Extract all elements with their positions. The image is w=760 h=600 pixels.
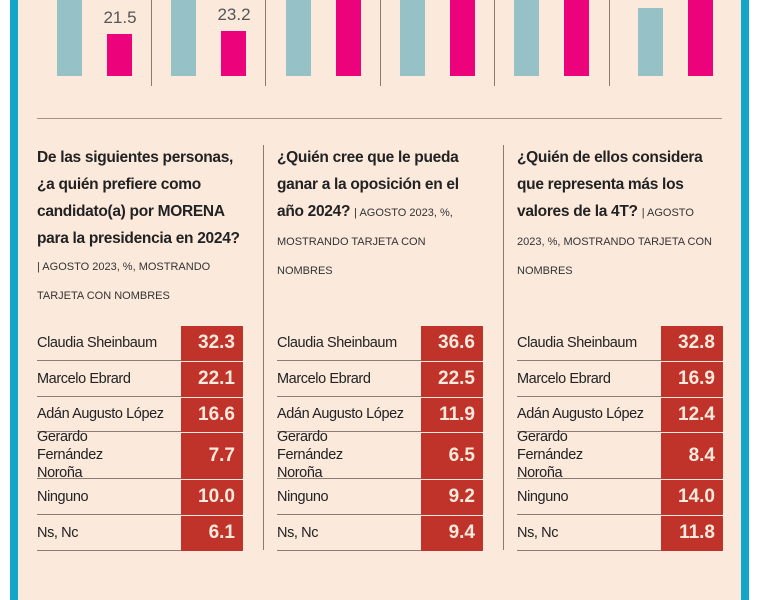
group-divider — [151, 0, 152, 86]
table-row: Adán Augusto López 12.4 — [517, 397, 723, 432]
bar — [286, 0, 311, 76]
candidate-name: Ninguno — [277, 488, 329, 505]
table-row: Ninguno 10.0 — [37, 479, 243, 515]
bar-value-label: 23.2 — [217, 4, 251, 24]
percentage-value: 11.9 — [421, 397, 483, 432]
bar — [107, 34, 132, 76]
question-note: | AGOSTO 2023, %, MOSTRANDO TARJETA CON … — [517, 207, 712, 277]
candidate-name: Adán Augusto López — [517, 406, 644, 422]
right-border — [741, 0, 749, 600]
survey-panel: De las siguientes personas, ¿a quién pre… — [37, 144, 243, 551]
table-row: Ninguno 9.2 — [277, 479, 483, 515]
candidate-name: Ns, Nc — [37, 524, 79, 541]
table-row: Claudia Sheinbaum 36.6 — [277, 325, 483, 361]
percentage-value: 14.0 — [661, 479, 723, 515]
survey-panel: ¿Quién cree que le pueda ganar a la opos… — [277, 144, 483, 551]
bar — [221, 30, 246, 76]
bar — [57, 0, 82, 76]
percentage-value: 32.3 — [181, 325, 243, 361]
candidate-name: Ns, Nc — [517, 524, 559, 541]
percentage-value: 22.1 — [181, 361, 243, 397]
table-row: Ns, Nc 9.4 — [277, 515, 483, 551]
percentage-value: 32.8 — [661, 325, 723, 361]
percentage-value: 10.0 — [181, 479, 243, 515]
question-note: | AGOSTO 2023, %, MOSTRANDO TARJETA CON … — [277, 207, 453, 277]
results-table: Claudia Sheinbaum 36.6 Marcelo Ebrard 22.5 A… — [277, 325, 483, 551]
survey-panel: ¿Quién de ellos considera que representa… — [517, 144, 723, 551]
percentage-value: 6.1 — [181, 515, 243, 551]
question-note: | AGOSTO 2023, %, MOSTRANDO TARJETA CON … — [37, 261, 211, 302]
percentage-value: 16.9 — [661, 361, 723, 397]
percentage-value: 9.2 — [421, 479, 483, 515]
candidate-name: Claudia Sheinbaum — [37, 334, 157, 351]
candidate-name: Marcelo Ebrard — [517, 370, 611, 387]
question-text: ¿Quién de ellos considera que representa… — [517, 149, 703, 220]
table-row: Marcelo Ebrard 22.5 — [277, 361, 483, 397]
column-divider — [503, 145, 504, 550]
question: ¿Quién de ellos considera que representa… — [517, 144, 723, 285]
bar-value-label: 21.5 — [103, 8, 137, 27]
percentage-value: 9.4 — [421, 515, 483, 551]
question: De las siguientes personas, ¿a quién pre… — [37, 144, 243, 310]
bar — [514, 0, 539, 76]
question-text: ¿Quién cree que le pueda ganar a la opos… — [277, 149, 459, 220]
bar — [638, 8, 663, 76]
table-row: Ns, Nc 11.8 — [517, 515, 723, 551]
candidate-name: Gerardo Fernández Noroña — [517, 429, 583, 481]
bar — [688, 0, 713, 76]
candidate-name: Claudia Sheinbaum — [277, 334, 397, 351]
outer-margin — [0, 0, 10, 600]
candidate-name: Claudia Sheinbaum — [517, 334, 637, 351]
outer-margin — [749, 0, 760, 600]
table-row: Adán Augusto López 16.6 — [37, 397, 243, 432]
bar — [564, 0, 589, 76]
percentage-value: 11.8 — [661, 515, 723, 551]
table-row: Ns, Nc 6.1 — [37, 515, 243, 551]
candidate-name: Marcelo Ebrard — [37, 370, 131, 387]
column-divider — [263, 145, 264, 550]
table-row: Adán Augusto López 11.9 — [277, 397, 483, 432]
percentage-value: 12.4 — [661, 397, 723, 432]
candidate-name: Adán Augusto López — [277, 406, 404, 422]
bar — [400, 0, 425, 76]
table-row: Marcelo Ebrard 22.1 — [37, 361, 243, 397]
percentage-value: 7.7 — [181, 432, 243, 479]
percentage-value: 22.5 — [421, 361, 483, 397]
table-row: Marcelo Ebrard 16.9 — [517, 361, 723, 397]
table-row: Claudia Sheinbaum 32.8 — [517, 325, 723, 361]
candidate-name: Ninguno — [37, 488, 89, 505]
candidate-name: Ninguno — [517, 488, 569, 505]
table-row: Claudia Sheinbaum 32.3 — [37, 325, 243, 361]
question-text: De las siguientes personas, ¿a quién pre… — [37, 149, 240, 247]
bar — [450, 0, 475, 76]
question: ¿Quién cree que le pueda ganar a la opos… — [277, 144, 483, 285]
bar — [336, 0, 361, 76]
bar — [171, 0, 196, 76]
candidate-name: Gerardo Fernández Noroña — [277, 429, 343, 481]
percentage-value: 16.6 — [181, 397, 243, 432]
group-divider — [494, 0, 495, 86]
table-row: Ninguno 14.0 — [517, 479, 723, 515]
group-divider — [265, 0, 266, 86]
table-row: Gerardo Fernández Noroña 7.7 — [37, 429, 243, 481]
candidate-name: Ns, Nc — [277, 524, 319, 541]
left-border — [10, 0, 18, 600]
table-row: Gerardo Fernández Noroña 6.5 — [277, 429, 483, 481]
percentage-value: 6.5 — [421, 432, 483, 479]
candidate-name: Adán Augusto López — [37, 406, 164, 422]
results-table: Claudia Sheinbaum 32.3 Marcelo Ebrard 22.1 A… — [37, 325, 243, 551]
group-divider — [380, 0, 381, 86]
results-table: Claudia Sheinbaum 32.8 Marcelo Ebrard 16.9 A… — [517, 325, 723, 551]
divider — [37, 118, 722, 119]
bar-value-label: 34.8 — [626, 0, 676, 2]
table-row: Gerardo Fernández Noroña 8.4 — [517, 429, 723, 481]
percentage-value: 8.4 — [661, 432, 723, 479]
candidate-name: Marcelo Ebrard — [277, 370, 371, 387]
percentage-value: 36.6 — [421, 325, 483, 361]
group-divider — [609, 0, 610, 86]
candidate-name: Gerardo Fernández Noroña — [37, 429, 103, 481]
